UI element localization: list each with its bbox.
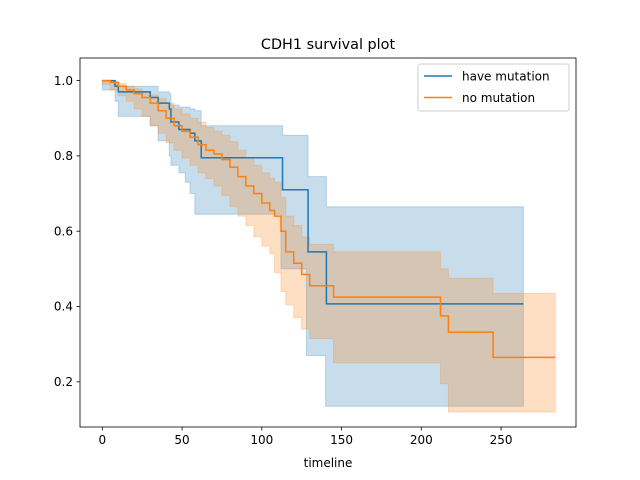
y-axis: 0.2 0.4 0.6 0.8 1.0 — [54, 74, 80, 389]
x-axis: 0 50 100 150 200 250 — [99, 427, 513, 447]
confidence-bands — [101, 80, 556, 413]
survival-lines — [102, 79, 556, 359]
x-tick-label: 0 — [99, 433, 107, 447]
survival-line-no-mutation — [102, 79, 556, 359]
legend-label-no-mutation: no mutation — [462, 91, 535, 105]
legend: have mutation no mutation — [417, 63, 570, 112]
x-tick-label: 150 — [330, 433, 353, 447]
y-tick-label: 0.4 — [54, 300, 73, 314]
x-axis-label: timeline — [304, 456, 353, 470]
plot-frame — [79, 57, 577, 428]
chart-title: CDH1 survival plot — [261, 37, 396, 53]
legend-box — [417, 63, 570, 112]
x-tick-label: 200 — [410, 433, 433, 447]
ci-band-no-mutation — [101, 80, 556, 413]
x-tick-label: 250 — [490, 433, 513, 447]
x-tick-label: 50 — [174, 433, 189, 447]
y-tick-label: 1.0 — [54, 74, 73, 88]
y-tick-label: 0.6 — [54, 224, 73, 238]
ci-band-have-mutation — [101, 80, 524, 407]
x-tick-label: 100 — [250, 433, 273, 447]
legend-label-have-mutation: have mutation — [462, 69, 550, 83]
y-tick-label: 0.8 — [54, 149, 73, 163]
survival-line-have-mutation — [102, 79, 524, 305]
y-tick-label: 0.2 — [54, 375, 73, 389]
